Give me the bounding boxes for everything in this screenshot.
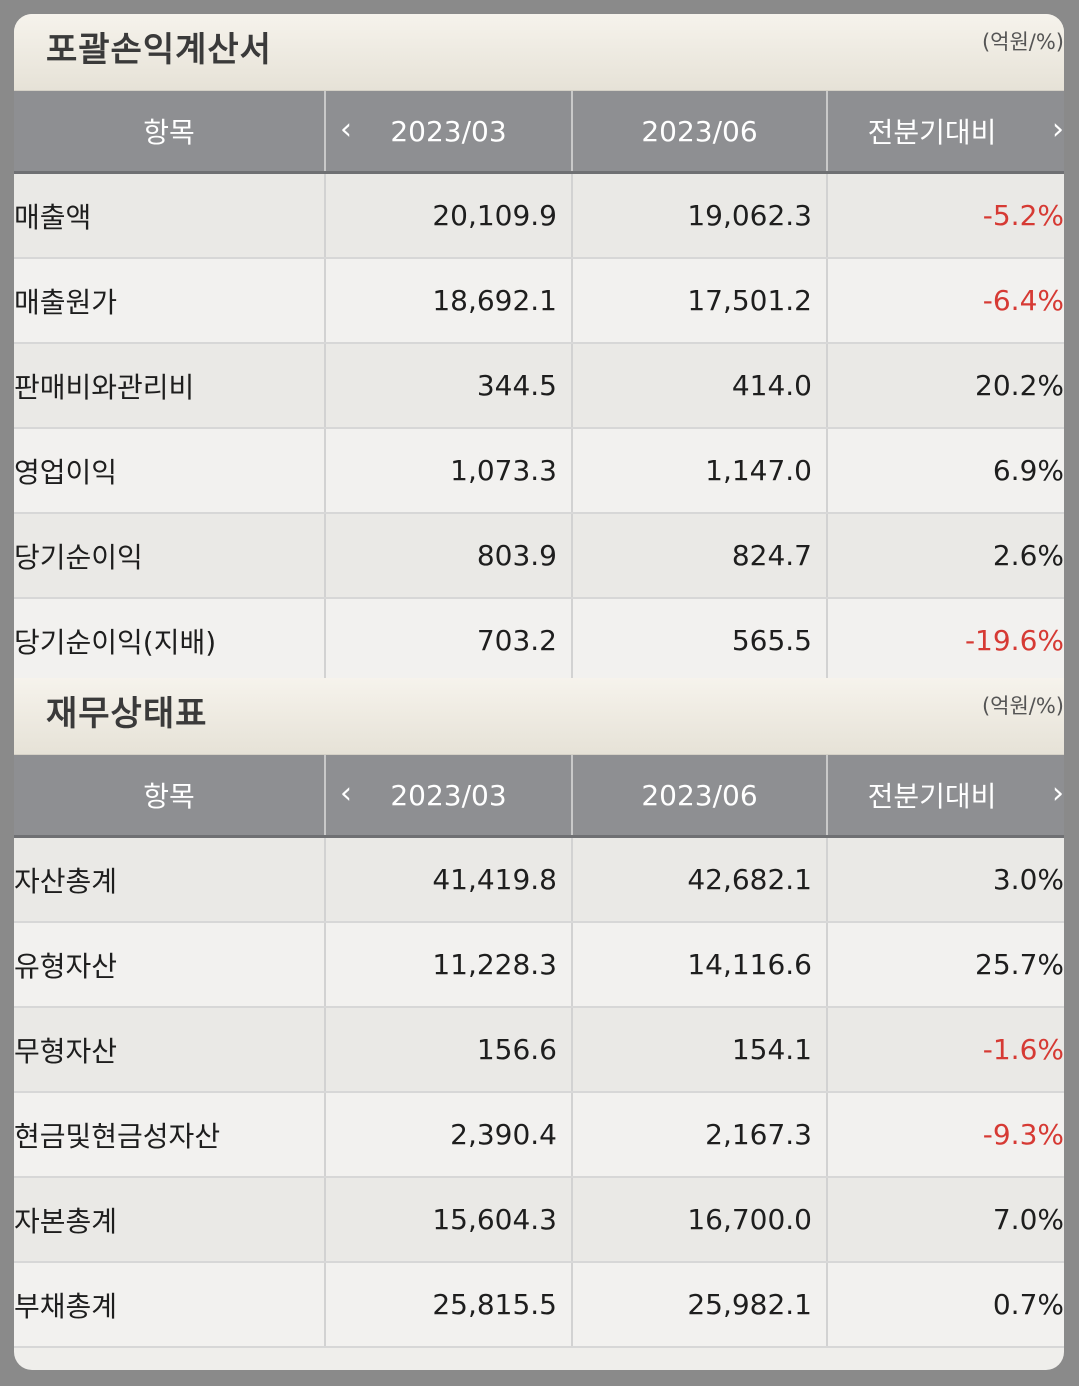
unit-label: (억원/%) (981, 30, 1064, 54)
value-period-1: 25,815.5 (325, 1262, 573, 1348)
value-period-1: 156.6 (325, 1007, 573, 1093)
row-label: 영업이익 (14, 428, 326, 514)
chevron-right-icon[interactable]: › (1052, 775, 1064, 811)
table-row: 현금및현금성자산 2,390.4 2,167.3 -9.3% (14, 1092, 1064, 1178)
value-period-2: 154.1 (572, 1007, 828, 1093)
value-period-1: 18,692.1 (325, 258, 573, 344)
value-period-1: 11,228.3 (325, 922, 573, 1008)
value-change: 6.9% (827, 428, 1064, 514)
table-row: 매출액 20,109.9 19,062.3 -5.2% (14, 172, 1064, 259)
table-row: 당기순이익(지배) 703.2 565.5 -19.6% (14, 598, 1064, 684)
value-period-2: 1,147.0 (572, 428, 828, 514)
financial-summary-card: 포괄손익계산서 (억원/%) 항목 ‹ 2023/03 2023/06 전분기대… (14, 14, 1064, 1370)
table-header-row: 항목 ‹ 2023/03 2023/06 전분기대비 › (14, 755, 1064, 838)
balance-sheet-header: 재무상태표 (억원/%) (14, 678, 1064, 755)
value-period-1: 703.2 (325, 598, 573, 684)
table-header-row: 항목 ‹ 2023/03 2023/06 전분기대비 › (14, 91, 1064, 174)
value-change: 3.0% (827, 836, 1064, 923)
header-period-1: ‹ 2023/03 (325, 755, 573, 838)
row-label: 판매비와관리비 (14, 343, 326, 429)
value-change: -19.6% (827, 598, 1064, 684)
income-statement-section: 포괄손익계산서 (억원/%) 항목 ‹ 2023/03 2023/06 전분기대… (14, 14, 1064, 684)
row-label: 당기순이익(지배) (14, 598, 326, 684)
value-change: 0.7% (827, 1262, 1064, 1348)
header-period-2: 2023/06 (572, 91, 828, 174)
chevron-left-icon[interactable]: ‹ (340, 111, 352, 147)
value-period-2: 25,982.1 (572, 1262, 828, 1348)
value-change: -6.4% (827, 258, 1064, 344)
row-label: 무형자산 (14, 1007, 326, 1093)
value-period-1: 2,390.4 (325, 1092, 573, 1178)
table-row: 자산총계 41,419.8 42,682.1 3.0% (14, 836, 1064, 923)
header-period-2: 2023/06 (572, 755, 828, 838)
value-period-1: 15,604.3 (325, 1177, 573, 1263)
value-period-1: 1,073.3 (325, 428, 573, 514)
header-period-1: ‹ 2023/03 (325, 91, 573, 174)
row-label: 자본총계 (14, 1177, 326, 1263)
value-change: -5.2% (827, 172, 1064, 259)
chevron-right-icon[interactable]: › (1052, 111, 1064, 147)
value-period-2: 414.0 (572, 343, 828, 429)
value-period-1: 20,109.9 (325, 172, 573, 259)
value-period-1: 803.9 (325, 513, 573, 599)
income-statement-header: 포괄손익계산서 (억원/%) (14, 14, 1064, 91)
row-label: 매출액 (14, 172, 326, 259)
section-title: 포괄손익계산서 (46, 30, 272, 70)
row-label: 매출원가 (14, 258, 326, 344)
row-label: 당기순이익 (14, 513, 326, 599)
header-item: 항목 (14, 91, 326, 174)
table-row: 당기순이익 803.9 824.7 2.6% (14, 513, 1064, 599)
value-change: -9.3% (827, 1092, 1064, 1178)
row-label: 현금및현금성자산 (14, 1092, 326, 1178)
header-change: 전분기대비 › (827, 91, 1064, 174)
value-period-1: 41,419.8 (325, 836, 573, 923)
value-period-2: 17,501.2 (572, 258, 828, 344)
chevron-left-icon[interactable]: ‹ (340, 775, 352, 811)
balance-rows: 자산총계 41,419.8 42,682.1 3.0% 유형자산 11,228.… (14, 836, 1064, 1348)
value-period-2: 2,167.3 (572, 1092, 828, 1178)
value-period-2: 14,116.6 (572, 922, 828, 1008)
value-period-2: 19,062.3 (572, 172, 828, 259)
balance-sheet-table: 항목 ‹ 2023/03 2023/06 전분기대비 › 자산총계 41,419… (14, 755, 1064, 1348)
balance-sheet-section: 재무상태표 (억원/%) 항목 ‹ 2023/03 2023/06 전분기대비 … (14, 678, 1064, 1348)
table-row: 부채총계 25,815.5 25,982.1 0.7% (14, 1262, 1064, 1348)
section-title: 재무상태표 (46, 694, 208, 734)
value-period-2: 42,682.1 (572, 836, 828, 923)
value-period-1: 344.5 (325, 343, 573, 429)
value-change: 25.7% (827, 922, 1064, 1008)
table-row: 자본총계 15,604.3 16,700.0 7.0% (14, 1177, 1064, 1263)
income-statement-table: 항목 ‹ 2023/03 2023/06 전분기대비 › 매출액 20,109.… (14, 91, 1064, 684)
value-change: 20.2% (827, 343, 1064, 429)
row-label: 유형자산 (14, 922, 326, 1008)
row-label: 부채총계 (14, 1262, 326, 1348)
value-period-2: 824.7 (572, 513, 828, 599)
table-row: 무형자산 156.6 154.1 -1.6% (14, 1007, 1064, 1093)
table-row: 영업이익 1,073.3 1,147.0 6.9% (14, 428, 1064, 514)
value-change: 2.6% (827, 513, 1064, 599)
table-row: 유형자산 11,228.3 14,116.6 25.7% (14, 922, 1064, 1008)
header-change: 전분기대비 › (827, 755, 1064, 838)
income-rows: 매출액 20,109.9 19,062.3 -5.2% 매출원가 18,692.… (14, 172, 1064, 684)
value-period-2: 16,700.0 (572, 1177, 828, 1263)
value-change: -1.6% (827, 1007, 1064, 1093)
row-label: 자산총계 (14, 836, 326, 923)
value-change: 7.0% (827, 1177, 1064, 1263)
header-item: 항목 (14, 755, 326, 838)
table-row: 판매비와관리비 344.5 414.0 20.2% (14, 343, 1064, 429)
table-row: 매출원가 18,692.1 17,501.2 -6.4% (14, 258, 1064, 344)
unit-label: (억원/%) (981, 694, 1064, 718)
value-period-2: 565.5 (572, 598, 828, 684)
